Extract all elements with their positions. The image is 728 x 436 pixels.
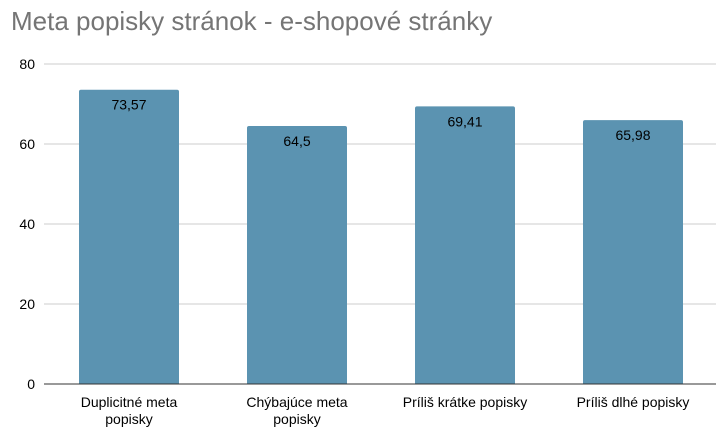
chart-title: Meta popisky stránok - e-shopové stránky	[11, 6, 493, 36]
bar	[247, 126, 347, 384]
bar	[79, 89, 179, 384]
x-category-label: popisky	[105, 411, 152, 427]
bar	[583, 120, 683, 384]
x-category-label: Príliš krátke popisky	[403, 394, 527, 410]
y-tick-label: 60	[19, 136, 35, 152]
bar	[415, 106, 515, 385]
y-axis-ticks: 0 20 40 60 80	[19, 56, 35, 392]
x-category-label: Chýbajúce meta	[246, 394, 347, 410]
data-labels: 73,57 64,5 69,41 65,98	[111, 97, 650, 149]
bar-value-label: 69,41	[447, 113, 482, 129]
y-tick-label: 20	[19, 296, 35, 312]
y-tick-label: 80	[19, 56, 35, 72]
bar-value-label: 65,98	[615, 127, 650, 143]
x-category-label: popisky	[273, 411, 320, 427]
bar-value-label: 73,57	[111, 97, 146, 113]
x-category-label: Duplicitné meta	[81, 394, 178, 410]
bar-value-label: 64,5	[283, 133, 310, 149]
x-category-label: Príliš dlhé popisky	[577, 394, 690, 410]
y-tick-label: 40	[19, 216, 35, 232]
y-tick-label: 0	[27, 376, 35, 392]
bars	[79, 89, 683, 385]
